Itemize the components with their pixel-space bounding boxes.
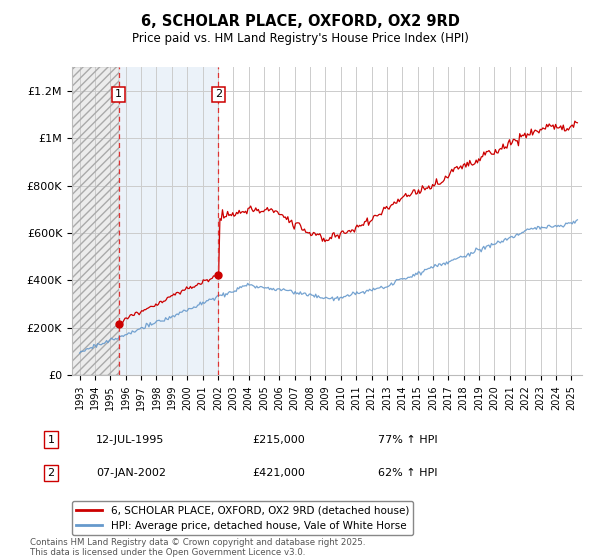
Legend: 6, SCHOLAR PLACE, OXFORD, OX2 9RD (detached house), HPI: Average price, detached: 6, SCHOLAR PLACE, OXFORD, OX2 9RD (detac…	[72, 501, 413, 535]
Bar	[119, 67, 218, 375]
Text: Price paid vs. HM Land Registry's House Price Index (HPI): Price paid vs. HM Land Registry's House …	[131, 32, 469, 45]
Text: £215,000: £215,000	[252, 435, 305, 445]
Text: 2: 2	[215, 90, 222, 100]
Text: £421,000: £421,000	[252, 468, 305, 478]
Text: 6, SCHOLAR PLACE, OXFORD, OX2 9RD: 6, SCHOLAR PLACE, OXFORD, OX2 9RD	[140, 14, 460, 29]
Text: Contains HM Land Registry data © Crown copyright and database right 2025.
This d: Contains HM Land Registry data © Crown c…	[30, 538, 365, 557]
Text: 12-JUL-1995: 12-JUL-1995	[96, 435, 164, 445]
Bar	[72, 67, 119, 375]
Text: 62% ↑ HPI: 62% ↑ HPI	[378, 468, 437, 478]
Text: 77% ↑ HPI: 77% ↑ HPI	[378, 435, 437, 445]
Text: 1: 1	[47, 435, 55, 445]
Text: 07-JAN-2002: 07-JAN-2002	[96, 468, 166, 478]
Bar	[72, 67, 119, 375]
Text: 1: 1	[115, 90, 122, 100]
Text: 2: 2	[47, 468, 55, 478]
